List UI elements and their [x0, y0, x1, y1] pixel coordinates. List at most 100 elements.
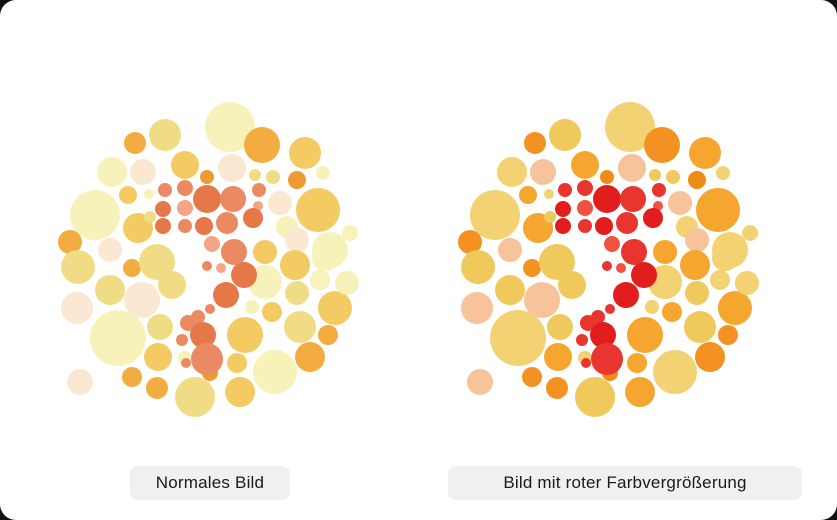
plate-dot	[158, 183, 172, 197]
plate-dot	[625, 377, 655, 407]
plate-dot	[200, 170, 214, 184]
plate-dot	[95, 275, 125, 305]
plate-dot	[310, 270, 330, 290]
plate-dot	[649, 169, 661, 181]
plate-dot	[490, 310, 546, 366]
plate-dot	[571, 151, 599, 179]
plate-dot	[312, 245, 338, 271]
plate-dot	[461, 250, 495, 284]
plate-dot	[147, 314, 173, 340]
plate-dot	[97, 157, 127, 187]
plate-dot	[193, 185, 221, 213]
plate-dot	[580, 315, 596, 331]
plate-dot	[195, 217, 213, 235]
plate-dot	[253, 240, 277, 264]
plate-dot	[342, 225, 358, 241]
plate-dot	[643, 208, 663, 228]
plate-dot	[149, 119, 181, 151]
plate-dot	[576, 334, 588, 346]
plate-dot	[119, 186, 137, 204]
plate-dot	[177, 180, 193, 196]
plate-dot	[335, 271, 359, 295]
plate-dot	[288, 171, 306, 189]
plate-dot	[124, 132, 146, 154]
plate-dot	[577, 200, 593, 216]
ishihara-plate-normal	[58, 102, 359, 417]
plate-dot	[205, 304, 215, 314]
plate-dot	[285, 281, 309, 305]
plate-dot	[544, 189, 554, 199]
caption-normal-label: Normales Bild	[155, 473, 265, 492]
plate-dot	[616, 212, 638, 234]
plate-dot	[175, 377, 215, 417]
plate-dot	[243, 208, 263, 228]
plate-dot	[602, 261, 612, 271]
plate-dot	[124, 282, 160, 318]
plate-dot	[177, 200, 193, 216]
plate-dot	[627, 317, 663, 353]
plate-dot	[139, 244, 175, 280]
plate-dot	[144, 211, 156, 223]
plate-dot	[155, 201, 171, 217]
plate-dot	[653, 350, 697, 394]
plate-dot	[620, 186, 646, 212]
plate-dot	[718, 291, 752, 325]
plate-dot	[227, 317, 263, 353]
plate-dot	[220, 186, 246, 212]
plate-dot	[742, 225, 758, 241]
plate-dot	[595, 217, 613, 235]
plate-dot	[604, 236, 620, 252]
plate-dot	[252, 183, 266, 197]
plate-dot	[318, 325, 338, 345]
plate-dot	[216, 212, 238, 234]
plate-dot	[688, 171, 706, 189]
plate-dot	[621, 239, 647, 265]
plate-dot	[231, 262, 257, 288]
plate-dot	[547, 314, 573, 340]
plate-dot	[61, 250, 95, 284]
plate-dot	[262, 302, 282, 322]
plate-dot	[590, 322, 616, 348]
plate-dot	[181, 358, 191, 368]
plate-dot	[497, 157, 527, 187]
plate-dot	[662, 302, 682, 322]
plate-dot	[61, 292, 93, 324]
plate-dot	[605, 304, 615, 314]
plate-dot	[581, 358, 591, 368]
plate-dot	[524, 132, 546, 154]
plate-dot	[122, 367, 142, 387]
plate-dot	[695, 342, 725, 372]
plate-dot	[218, 154, 246, 182]
plate-dot	[593, 185, 621, 213]
plate-dot	[558, 183, 572, 197]
plate-dot	[735, 271, 759, 295]
plate-dot	[123, 259, 141, 277]
plate-dot	[190, 322, 216, 348]
plate-dot	[284, 311, 316, 343]
plate-dot	[498, 238, 522, 262]
plate-dot	[696, 188, 740, 232]
plate-dot	[461, 292, 493, 324]
plate-dot	[495, 275, 525, 305]
plate-dot	[718, 325, 738, 345]
plate-dot	[191, 343, 223, 375]
plate-dot	[524, 282, 560, 318]
plate-dot	[155, 218, 171, 234]
plate-dot	[70, 190, 120, 240]
plate-dot	[158, 271, 186, 299]
plate-dot	[90, 310, 146, 366]
plate-dot	[712, 245, 738, 271]
plate-dot	[555, 218, 571, 234]
plate-dot	[245, 300, 259, 314]
plate-dot	[544, 211, 556, 223]
caption-normal-image: Normales Bild	[130, 466, 290, 500]
plate-dot	[146, 377, 168, 399]
plate-dot	[689, 137, 721, 169]
plate-dot	[644, 127, 680, 163]
plate-dot	[178, 219, 192, 233]
plate-dot	[130, 159, 156, 185]
plate-dot	[225, 377, 255, 407]
plate-dot	[227, 353, 247, 373]
plate-dot	[285, 228, 309, 252]
